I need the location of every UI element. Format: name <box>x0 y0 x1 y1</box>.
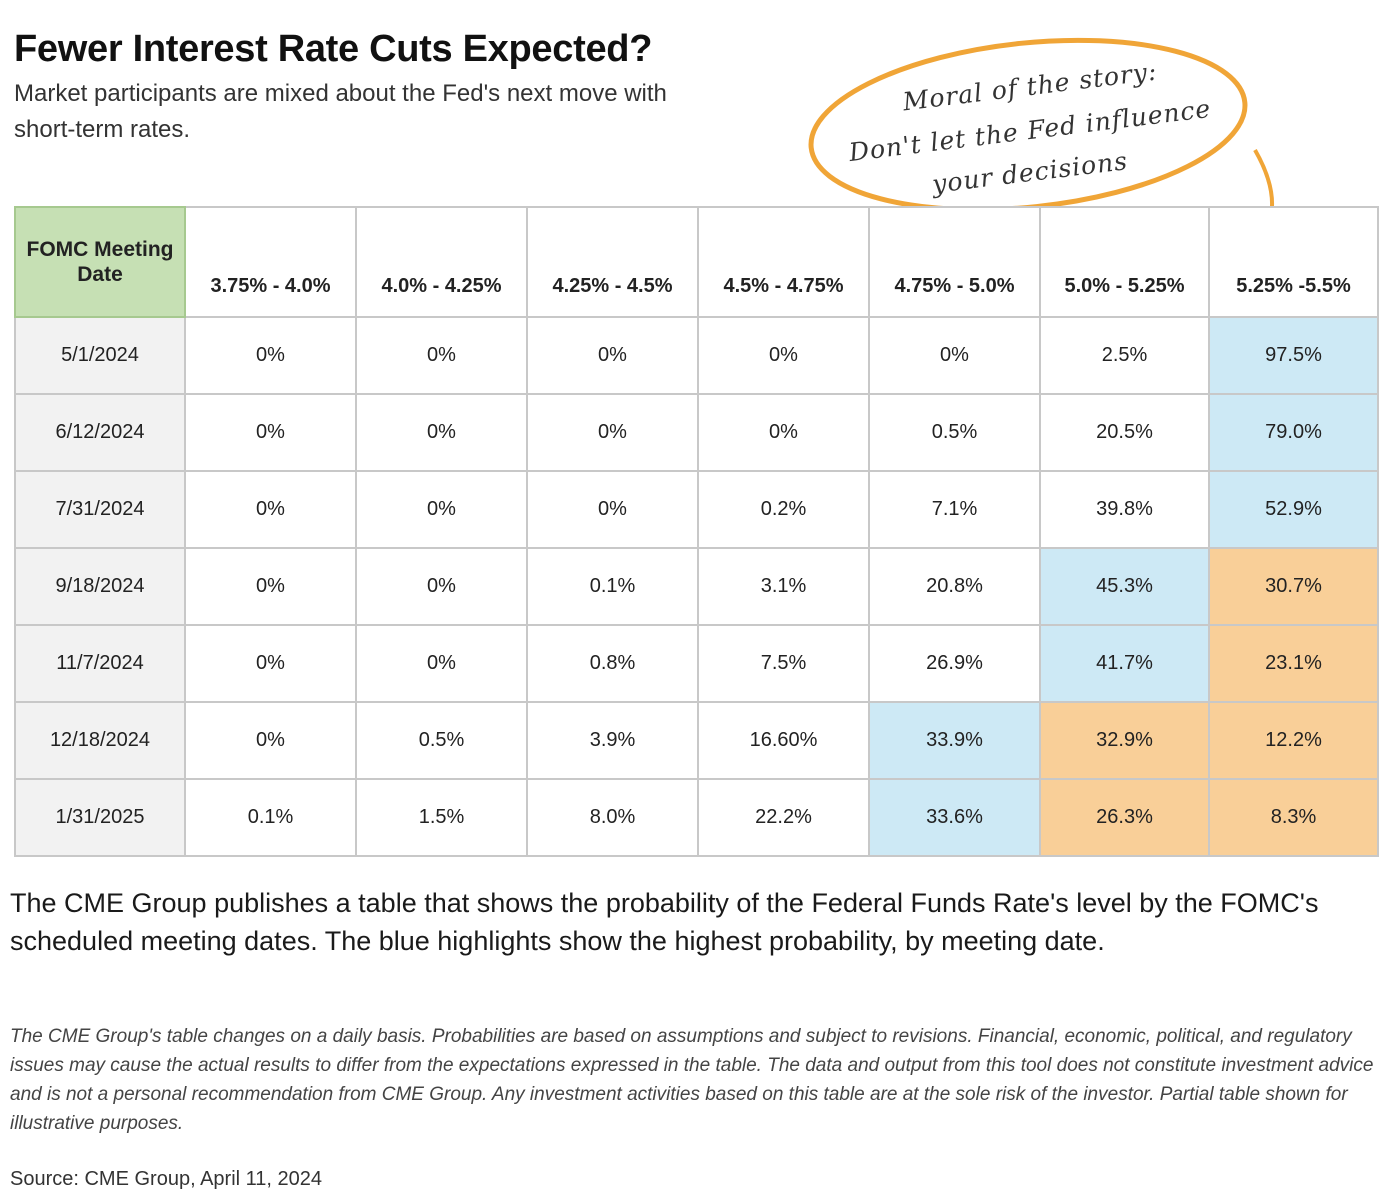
probability-cell: 3.1% <box>697 547 870 626</box>
meeting-date-cell: 5/1/2024 <box>14 316 186 395</box>
probability-cell: 32.9% <box>1039 701 1210 780</box>
column-header: 4.25% - 4.5% <box>526 206 699 318</box>
probability-cell: 0% <box>868 316 1041 395</box>
probability-cell: 7.1% <box>868 470 1041 549</box>
probability-cell: 0% <box>184 393 357 472</box>
probability-cell: 0.8% <box>526 624 699 703</box>
probability-cell: 20.5% <box>1039 393 1210 472</box>
probability-cell: 1.5% <box>355 778 528 857</box>
column-header: 4.75% - 5.0% <box>868 206 1041 318</box>
probability-cell: 79.0% <box>1208 393 1379 472</box>
probability-cell: 0% <box>355 470 528 549</box>
table-row: 12/18/2024 0% 0.5% 3.9% 16.60% 33.9% 32.9% 12.2… <box>14 701 1379 780</box>
probability-cell: 0% <box>526 393 699 472</box>
probability-cell: 0% <box>355 547 528 626</box>
table-row: 9/18/2024 0% 0% 0.1% 3.1% 20.8% 45.3% 30.7% <box>14 547 1379 626</box>
meeting-date-cell: 9/18/2024 <box>14 547 186 626</box>
probability-cell: 12.2% <box>1208 701 1379 780</box>
meeting-date-cell: 6/12/2024 <box>14 393 186 472</box>
probability-cell: 0.1% <box>526 547 699 626</box>
probability-cell: 0% <box>355 316 528 395</box>
source-note: Source: CME Group, April 11, 2024 <box>10 1168 323 1190</box>
probability-cell: 0% <box>697 393 870 472</box>
probability-cell: 8.3% <box>1208 778 1379 857</box>
page-title: Fewer Interest Rate Cuts Expected? <box>14 28 653 70</box>
probability-cell: 26.9% <box>868 624 1041 703</box>
probability-cell: 33.9% <box>868 701 1041 780</box>
table-row: 5/1/2024 0% 0% 0% 0% 0% 2.5% 97.5% <box>14 316 1379 395</box>
probability-cell: 0% <box>184 470 357 549</box>
probability-cell: 20.8% <box>868 547 1041 626</box>
disclaimer-text: The CME Group's table changes on a daily… <box>10 1026 1374 1134</box>
probability-cell: 0% <box>184 316 357 395</box>
corner-header: FOMC Meeting Date <box>14 206 186 318</box>
description-text: The CME Group publishes a table that sho… <box>10 888 1319 956</box>
probability-cell: 39.8% <box>1039 470 1210 549</box>
probability-cell: 0% <box>355 393 528 472</box>
probability-cell: 0% <box>184 624 357 703</box>
probability-cell: 0.2% <box>697 470 870 549</box>
table-header-row: FOMC Meeting Date 3.75% - 4.0% 4.0% - 4.2… <box>14 206 1379 318</box>
probability-cell: 0% <box>184 547 357 626</box>
page-subtitle: Market participants are mixed about the … <box>14 80 667 143</box>
table-row: 6/12/2024 0% 0% 0% 0% 0.5% 20.5% 79.0% <box>14 393 1379 472</box>
column-header: 4.0% - 4.25% <box>355 206 528 318</box>
probability-table: FOMC Meeting Date 3.75% - 4.0% 4.0% - 4.2… <box>14 206 1379 857</box>
meeting-date-cell: 1/31/2025 <box>14 778 186 857</box>
meeting-date-cell: 11/7/2024 <box>14 624 186 703</box>
column-header: 5.25% -5.5% <box>1208 206 1379 318</box>
table-body: 5/1/2024 0% 0% 0% 0% 0% 2.5% 97.5% 6/12/2024 0% 0%… <box>14 316 1379 857</box>
probability-cell: 45.3% <box>1039 547 1210 626</box>
column-header: 4.5% - 4.75% <box>697 206 870 318</box>
probability-cell: 0% <box>355 624 528 703</box>
probability-cell: 0% <box>526 316 699 395</box>
column-header: 5.0% - 5.25% <box>1039 206 1210 318</box>
probability-cell: 8.0% <box>526 778 699 857</box>
probability-cell: 52.9% <box>1208 470 1379 549</box>
table-row: 1/31/2025 0.1% 1.5% 8.0% 22.2% 33.6% 26.3% 8.3% <box>14 778 1379 857</box>
table-row: 11/7/2024 0% 0% 0.8% 7.5% 26.9% 41.7% 23.1% <box>14 624 1379 703</box>
probability-cell: 30.7% <box>1208 547 1379 626</box>
probability-cell: 26.3% <box>1039 778 1210 857</box>
probability-cell: 33.6% <box>868 778 1041 857</box>
probability-cell: 2.5% <box>1039 316 1210 395</box>
probability-cell: 22.2% <box>697 778 870 857</box>
probability-cell: 23.1% <box>1208 624 1379 703</box>
probability-cell: 0% <box>697 316 870 395</box>
probability-cell: 7.5% <box>697 624 870 703</box>
probability-cell: 97.5% <box>1208 316 1379 395</box>
probability-cell: 16.60% <box>697 701 870 780</box>
probability-cell: 0.5% <box>868 393 1041 472</box>
meeting-date-cell: 12/18/2024 <box>14 701 186 780</box>
table-row: 7/31/2024 0% 0% 0% 0.2% 7.1% 39.8% 52.9% <box>14 470 1379 549</box>
probability-cell: 0.1% <box>184 778 357 857</box>
probability-cell: 41.7% <box>1039 624 1210 703</box>
column-header: 3.75% - 4.0% <box>184 206 357 318</box>
probability-cell: 0% <box>526 470 699 549</box>
probability-cell: 0% <box>184 701 357 780</box>
meeting-date-cell: 7/31/2024 <box>14 470 186 549</box>
probability-cell: 3.9% <box>526 701 699 780</box>
probability-cell: 0.5% <box>355 701 528 780</box>
